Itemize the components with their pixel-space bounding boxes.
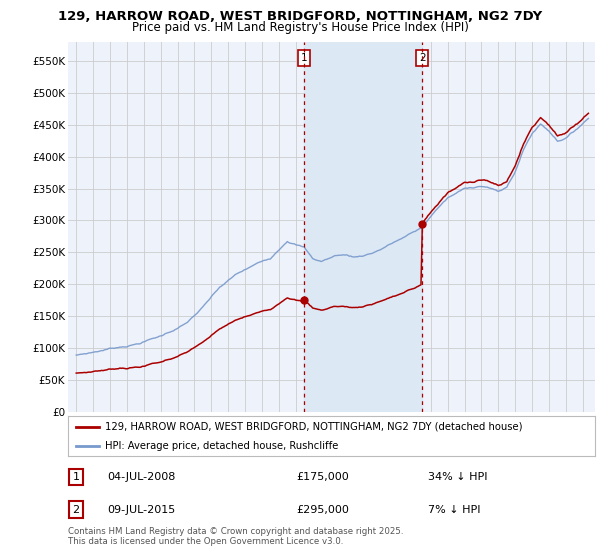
Text: Contains HM Land Registry data © Crown copyright and database right 2025.
This d: Contains HM Land Registry data © Crown c… (68, 526, 403, 546)
Text: 1: 1 (73, 472, 80, 482)
Text: 7% ↓ HPI: 7% ↓ HPI (428, 505, 480, 515)
Text: 1: 1 (301, 53, 307, 63)
Text: 129, HARROW ROAD, WEST BRIDGFORD, NOTTINGHAM, NG2 7DY (detached house): 129, HARROW ROAD, WEST BRIDGFORD, NOTTIN… (104, 422, 522, 432)
Text: 2: 2 (73, 505, 80, 515)
Text: 34% ↓ HPI: 34% ↓ HPI (428, 472, 487, 482)
Text: 09-JUL-2015: 09-JUL-2015 (107, 505, 175, 515)
Text: HPI: Average price, detached house, Rushcliffe: HPI: Average price, detached house, Rush… (104, 441, 338, 450)
Bar (304, 42, 422, 412)
Text: Price paid vs. HM Land Registry's House Price Index (HPI): Price paid vs. HM Land Registry's House … (131, 21, 469, 34)
Text: £295,000: £295,000 (296, 505, 349, 515)
Text: £175,000: £175,000 (296, 472, 349, 482)
Text: 04-JUL-2008: 04-JUL-2008 (107, 472, 175, 482)
Text: 129, HARROW ROAD, WEST BRIDGFORD, NOTTINGHAM, NG2 7DY: 129, HARROW ROAD, WEST BRIDGFORD, NOTTIN… (58, 10, 542, 23)
Text: 2: 2 (419, 53, 425, 63)
